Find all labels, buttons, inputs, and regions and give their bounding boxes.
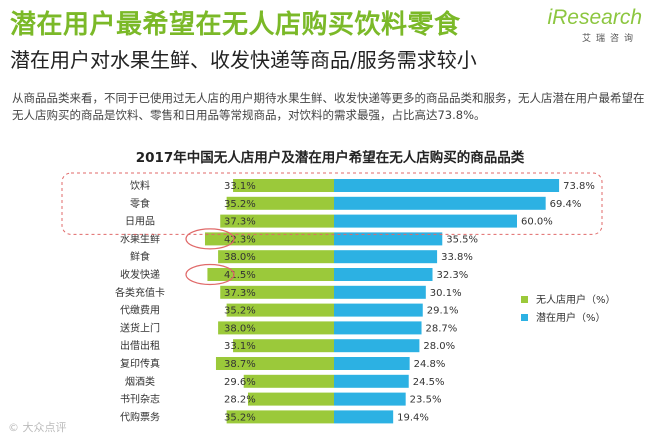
bar-used <box>226 303 334 317</box>
bar-used <box>233 179 334 192</box>
value-label-used: 35.2% <box>224 306 256 317</box>
bar-potential <box>334 410 394 424</box>
bar-used <box>220 214 334 228</box>
value-label-potential: 30.1% <box>430 288 462 299</box>
category-label: 鲜食 <box>130 250 150 263</box>
bar-potential <box>334 196 546 210</box>
bar-used <box>215 357 334 370</box>
value-label-potential: 73.8% <box>563 181 595 192</box>
value-label-used: 38.0% <box>224 252 256 263</box>
value-label-used: 29.6% <box>224 377 256 388</box>
value-label-used: 38.0% <box>224 323 256 334</box>
value-label-potential: 19.4% <box>397 412 429 423</box>
value-label-potential: 24.5% <box>413 377 445 388</box>
bar-used <box>226 410 334 424</box>
highlight-box <box>61 172 603 235</box>
bar-used <box>207 268 334 281</box>
intro-paragraph: 从商品品类来看，不同于已使用过无人店的用户期待水果生鲜、收发快递等更多的商品品类… <box>12 91 645 122</box>
value-label-used: 35.2% <box>224 412 256 423</box>
bar-potential <box>334 303 423 317</box>
logo-wordmark: iResearch <box>547 6 642 29</box>
category-label: 烟酒类 <box>125 375 155 388</box>
iresearch-logo: iResearch 艾瑞咨询 <box>542 6 642 44</box>
bar-used <box>220 285 334 299</box>
value-label-used: 35.2% <box>224 199 256 210</box>
category-label: 水果生鲜 <box>120 232 160 245</box>
highlight-circle <box>185 228 235 250</box>
value-label-used: 28.2% <box>224 395 256 406</box>
value-label-potential: 35.5% <box>446 234 478 245</box>
value-label-potential: 33.8% <box>441 252 473 263</box>
category-label: 书刊杂志 <box>120 393 160 406</box>
legend-label: 无人店用户（%） <box>536 293 616 306</box>
value-label-used: 33.1% <box>224 181 256 192</box>
value-label-potential: 69.4% <box>550 199 582 210</box>
value-label-used: 41.5% <box>224 270 256 281</box>
value-label-used: 37.3% <box>224 217 256 228</box>
bar-used <box>233 339 334 353</box>
page-headline: 潜在用户最希望在无人店购买饮料零食 <box>10 10 461 40</box>
bar-potential <box>334 374 409 388</box>
value-label-used: 42.3% <box>224 234 256 245</box>
value-label-used: 33.1% <box>224 341 256 352</box>
category-label: 零食 <box>130 197 150 210</box>
category-label: 复印传真 <box>120 357 160 370</box>
value-label-potential: 32.3% <box>437 270 469 281</box>
highlight-circle <box>185 263 235 286</box>
category-label: 日用品 <box>125 216 155 228</box>
category-label: 各类充值卡 <box>115 286 165 299</box>
bar-potential <box>334 321 422 335</box>
bar-potential <box>334 392 406 406</box>
logo-subtitle: 艾瑞咨询 <box>581 34 638 44</box>
legend-label: 潜在用户（%） <box>536 311 606 324</box>
value-label-potential: 29.1% <box>427 306 459 317</box>
value-label-potential: 60.0% <box>521 217 553 228</box>
value-label-used: 37.3% <box>224 288 256 299</box>
legend-swatch <box>521 296 528 303</box>
value-label-potential: 28.7% <box>426 323 458 334</box>
value-label-potential: 28.0% <box>423 341 455 352</box>
chart-title: 2017年中国无人店用户及潜在用户希望在无人店购买的商品品类 <box>135 150 525 166</box>
bar-potential <box>334 285 426 299</box>
value-label-potential: 24.8% <box>414 359 446 370</box>
legend-swatch <box>521 314 528 321</box>
bar-used <box>226 196 334 210</box>
category-label: 出借出租 <box>120 339 160 352</box>
bar-potential <box>334 179 560 192</box>
bar-used <box>243 374 334 388</box>
category-label: 代缴费用 <box>120 304 160 317</box>
value-label-used: 38.7% <box>224 359 256 370</box>
watermark: © 大众点评 <box>8 421 67 434</box>
bar-potential <box>334 250 438 264</box>
category-label: 收发快递 <box>120 268 160 281</box>
bar-used <box>204 232 334 246</box>
bar-potential <box>334 214 517 228</box>
bar-potential <box>334 232 443 246</box>
bar-potential <box>334 357 410 370</box>
bar-used <box>218 321 334 335</box>
category-label: 送货上门 <box>120 321 160 334</box>
bar-potential <box>334 339 420 353</box>
category-label: 饮料 <box>130 179 150 192</box>
page-subheadline: 潜在用户对水果生鲜、收发快递等商品/服务需求较小 <box>10 48 477 72</box>
value-label-potential: 23.5% <box>410 395 442 406</box>
bar-used <box>218 250 334 264</box>
bar-potential <box>334 268 433 281</box>
bar-used <box>247 392 334 406</box>
category-label: 代购票务 <box>120 410 160 423</box>
